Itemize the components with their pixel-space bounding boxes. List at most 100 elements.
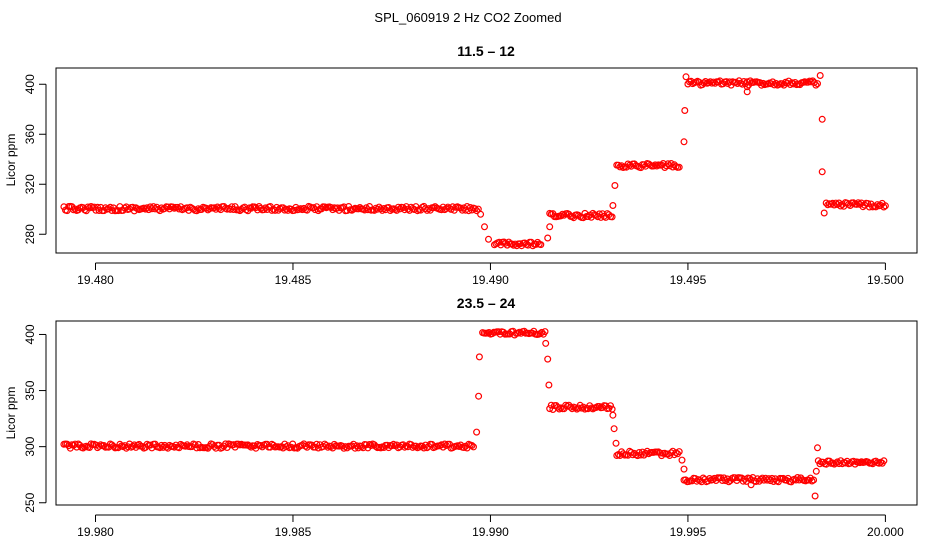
x-tick-label: 19.485 <box>275 273 312 287</box>
x-tick-label: 19.480 <box>77 273 114 287</box>
y-axis: 250 300 350 400 <box>23 324 47 513</box>
data-point <box>818 115 826 123</box>
data-point <box>747 481 755 489</box>
data-point <box>743 88 751 96</box>
data-point <box>642 449 650 457</box>
data-point <box>164 203 172 211</box>
data-point <box>544 234 552 242</box>
x-axis: 19.980 19.985 19.990 19.995 20.000 <box>77 514 904 539</box>
data-point <box>510 241 518 249</box>
data-point <box>314 444 322 452</box>
data-point <box>757 81 765 89</box>
data-point <box>675 163 683 171</box>
data-point <box>739 477 747 485</box>
data-point <box>818 168 826 176</box>
data-point <box>606 402 614 410</box>
data-point <box>475 353 483 361</box>
data-point <box>222 440 230 448</box>
data-point <box>425 205 433 213</box>
data-point <box>528 329 536 337</box>
data-point <box>129 442 137 450</box>
data-point <box>873 201 881 209</box>
data-point <box>824 201 832 209</box>
data-point <box>837 202 845 210</box>
data-point <box>554 403 562 411</box>
x-tick-label: 19.490 <box>472 273 509 287</box>
x-tick-label: 19.995 <box>670 525 707 539</box>
data-point <box>595 403 603 411</box>
data-point <box>367 442 375 450</box>
data-point <box>470 443 478 451</box>
data-point <box>354 444 362 452</box>
data-point <box>460 444 468 452</box>
data-point <box>257 442 265 450</box>
data-point <box>619 450 627 458</box>
data-point <box>193 444 201 452</box>
data-point <box>529 242 537 250</box>
data-point <box>182 442 190 450</box>
data-point <box>372 443 380 451</box>
data-point <box>246 442 254 450</box>
data-point <box>475 392 483 400</box>
data-point <box>568 405 576 413</box>
data-point <box>202 204 210 212</box>
data-point <box>541 328 549 336</box>
data-point <box>672 449 680 457</box>
data-point <box>760 476 768 484</box>
data-point <box>282 205 290 213</box>
data-point <box>670 451 678 459</box>
panel-bottom: 23.5 – 24 19.980 19.985 19.990 19.995 20.000… <box>4 295 918 539</box>
data-point <box>772 79 780 87</box>
figure-title: SPL_060919 2 Hz CO2 Zoomed <box>374 10 561 25</box>
data-point <box>757 475 765 483</box>
data-point <box>759 79 767 87</box>
data-point <box>537 241 545 249</box>
y-tick-label: 250 <box>23 492 37 512</box>
data-point <box>210 204 218 212</box>
data-point <box>880 457 888 465</box>
panel-top: 11.5 – 12 19.480 19.485 19.490 19.495 19.500… <box>4 43 918 287</box>
data-point <box>442 205 450 213</box>
data-point <box>85 204 93 212</box>
data-point <box>477 210 485 218</box>
y-tick-label: 300 <box>23 436 37 456</box>
data-point <box>693 477 701 485</box>
data-point <box>650 162 658 170</box>
data-point <box>680 138 688 146</box>
data-point <box>463 203 471 211</box>
data-point <box>270 441 278 449</box>
data-point <box>538 328 546 336</box>
data-point <box>555 405 563 413</box>
data-point <box>547 401 555 409</box>
data-point <box>322 441 330 449</box>
data-point <box>820 209 828 217</box>
data-point <box>609 202 617 210</box>
data-point <box>396 205 404 213</box>
data-point <box>680 465 688 473</box>
x-axis: 19.480 19.485 19.490 19.495 19.500 <box>77 262 904 287</box>
data-point <box>473 207 481 215</box>
data-point <box>418 442 426 450</box>
data-point <box>109 442 117 450</box>
data-point <box>701 77 709 85</box>
panel-title: 23.5 – 24 <box>457 295 516 311</box>
data-point <box>532 240 540 248</box>
data-point <box>629 451 637 459</box>
data-point <box>618 162 626 170</box>
plot-frame <box>55 67 918 254</box>
panel-title: 11.5 – 12 <box>457 43 515 59</box>
data-point <box>415 443 423 451</box>
data-point <box>700 79 708 87</box>
data-point <box>770 81 778 89</box>
data-point <box>449 203 457 211</box>
data-point <box>343 207 351 215</box>
data-point <box>412 442 420 450</box>
data-point <box>864 200 872 208</box>
data-point <box>645 450 653 458</box>
data-point <box>206 205 214 213</box>
data-point <box>616 163 624 171</box>
data-point <box>159 443 167 451</box>
data-point <box>409 443 417 451</box>
data-point <box>640 161 648 169</box>
